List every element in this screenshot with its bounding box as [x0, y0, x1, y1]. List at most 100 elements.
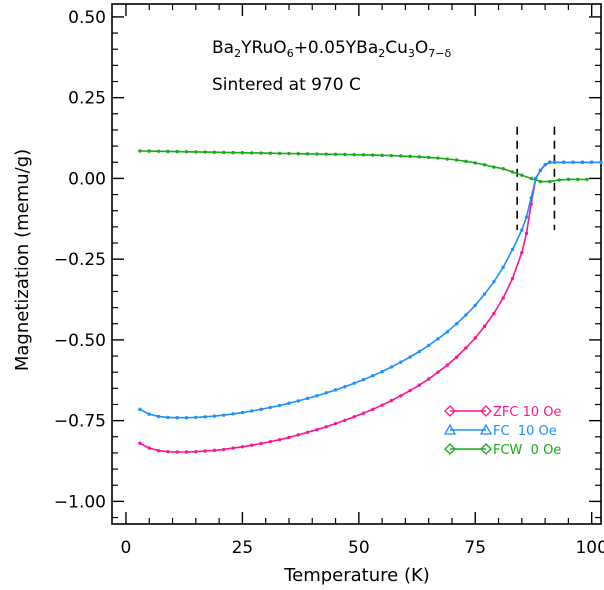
data-point: [287, 151, 291, 156]
legend-label: FCW 0 Oe: [493, 443, 561, 458]
data-point: [277, 438, 282, 442]
data-point: [138, 441, 142, 445]
data-point: [408, 154, 412, 159]
data-point: [371, 374, 375, 378]
data-point: [277, 403, 282, 408]
data-point: [380, 153, 384, 158]
data-point: [454, 355, 459, 359]
annotation-formula: Ba2YRuO6+0.05YBa2Cu3O7−δ: [212, 38, 452, 60]
data-point: [417, 383, 422, 387]
data-point: [184, 450, 189, 454]
plot-frame: [111, 3, 602, 525]
data-point: [240, 445, 245, 449]
series-fc: [138, 160, 603, 420]
data-point: [203, 449, 207, 453]
data-point: [492, 165, 496, 169]
data-point: [454, 322, 459, 326]
data-point: [510, 170, 515, 174]
data-point: [352, 381, 356, 385]
data-point: [501, 265, 505, 269]
data-point: [524, 215, 529, 219]
data-point: [361, 377, 366, 382]
data-point: [147, 412, 151, 416]
data-point: [492, 280, 496, 284]
data-point: [138, 149, 142, 153]
data-point: [222, 447, 226, 452]
x-tick-label: 25: [232, 538, 254, 558]
data-point: [371, 153, 375, 157]
data-point: [259, 407, 263, 412]
y-tick-label: −0.75: [54, 412, 106, 432]
data-point: [175, 416, 179, 420]
data-point: [520, 250, 524, 255]
data-point: [371, 407, 375, 412]
annotation-sintered: Sintered at 970 C: [212, 75, 361, 95]
data-point: [510, 247, 515, 252]
data-point: [426, 343, 431, 348]
data-point: [333, 152, 338, 157]
data-point: [231, 412, 235, 416]
data-point: [426, 155, 431, 160]
data-point: [548, 160, 552, 164]
data-point: [361, 153, 366, 157]
data-point: [548, 179, 552, 184]
data-point: [436, 337, 440, 341]
data-point: [212, 414, 217, 418]
data-point: [343, 152, 347, 157]
data-point: [520, 228, 524, 232]
data-point: [147, 446, 151, 450]
data-point: [464, 159, 468, 163]
data-point: [203, 415, 207, 419]
data-point: [166, 149, 170, 154]
data-point: [417, 349, 422, 354]
y-tick-label: −0.25: [54, 250, 106, 270]
data-point: [343, 385, 347, 389]
data-point: [445, 157, 450, 161]
x-tick-label: 50: [348, 538, 370, 558]
data-point: [408, 388, 412, 393]
data-point: [482, 292, 487, 296]
data-point: [250, 151, 254, 155]
formula-text: O: [415, 38, 428, 58]
data-point: [380, 369, 384, 374]
data-point: [184, 150, 189, 154]
data-point: [231, 150, 235, 155]
data-point: [231, 446, 235, 450]
transition-markers: [516, 126, 556, 231]
data-point: [599, 160, 603, 164]
data-point: [333, 421, 338, 426]
data-point: [240, 410, 245, 415]
axis-tick-labels: 0 25 50 75 100 −1.00 −0.75 −0.50 −0.25 0.00 0.25 0.…: [54, 8, 604, 558]
legend-item: ZFC 10 Oe: [444, 405, 562, 420]
data-point: [445, 330, 450, 334]
data-point: [296, 152, 300, 156]
data-point: [315, 152, 319, 156]
data-point: [324, 152, 328, 156]
plot-frame-rect: [111, 3, 602, 525]
data-point: [352, 152, 356, 157]
x-axis-title: Temperature (K): [283, 565, 430, 586]
y-tick-label: −1.00: [54, 492, 106, 512]
formula-text: Ba: [212, 38, 234, 58]
data-point: [473, 303, 477, 308]
data-point: [436, 370, 440, 374]
data-point: [482, 324, 487, 329]
data-point: [222, 150, 226, 155]
x-tick-label: 75: [464, 538, 486, 558]
data-point: [296, 433, 300, 437]
y-tick-label: 0.00: [68, 169, 106, 189]
data-point: [408, 355, 412, 359]
data-point: [184, 416, 189, 420]
y-tick-label: 0.25: [68, 89, 106, 109]
data-point: [166, 415, 170, 420]
legend-marker-diamond: [480, 443, 492, 455]
legend-item: FCW 0 Oe: [444, 443, 561, 458]
data-series: [138, 149, 603, 454]
data-point: [156, 414, 161, 419]
data-point: [175, 149, 179, 154]
legend-marker-triangle: [443, 423, 457, 435]
data-point: [268, 151, 273, 155]
data-point: [305, 152, 310, 156]
data-point: [510, 276, 515, 281]
